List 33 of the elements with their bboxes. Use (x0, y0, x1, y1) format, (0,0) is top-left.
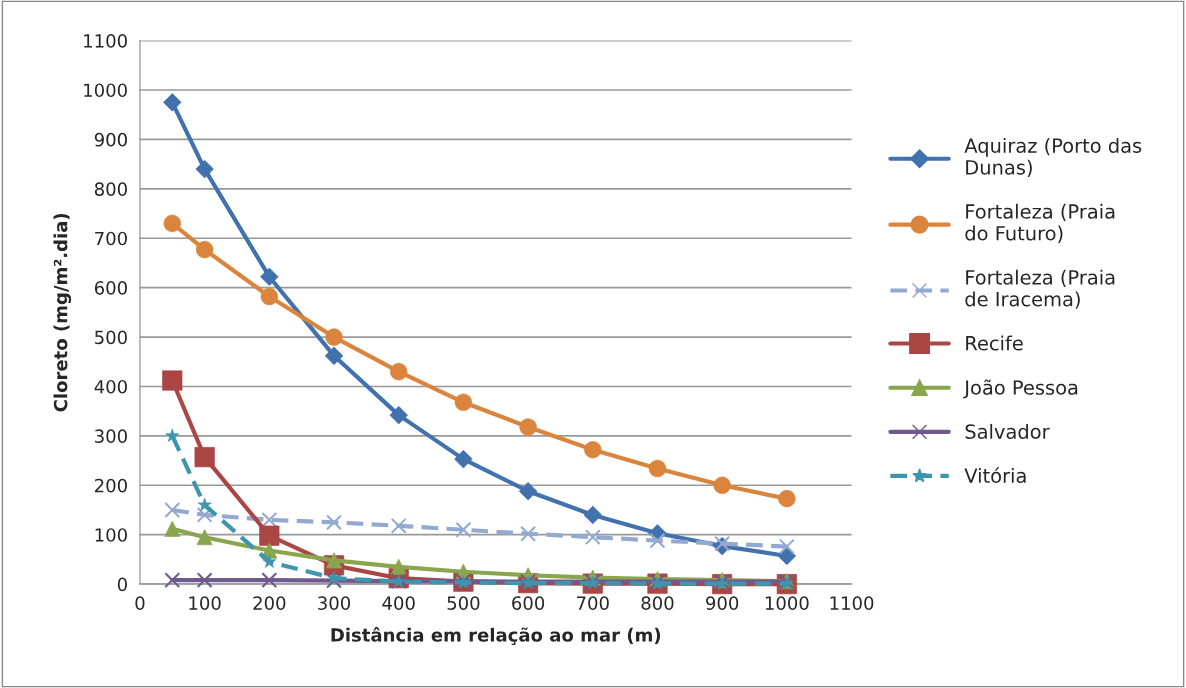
x-tick-label: 0 (135, 596, 145, 610)
legend-label: Fortaleza (Praia do Futuro) (965, 203, 1115, 243)
legend-label: João Pessoa (963, 379, 1078, 399)
x-axis-title: Distância em relação ao mar (m) (331, 627, 661, 646)
y-tick-label: 100 (95, 528, 127, 542)
x-tick-label: 200 (253, 596, 286, 610)
legend-label: Fortaleza (Praia de Iracema) (965, 269, 1115, 309)
legend-label: Vitória (964, 467, 1026, 484)
y-tick-label: 1100 (84, 34, 127, 48)
x-tick-label: 900 (706, 596, 739, 610)
legend-label: Aquiraz (Porto das Dunas) (964, 137, 1142, 178)
x-tick-label: 400 (382, 596, 415, 610)
x-tick-label: 800 (641, 596, 674, 610)
x-tick-label: 500 (447, 596, 480, 610)
y-tick-label: 500 (95, 330, 127, 345)
y-tick-label: 700 (95, 231, 127, 246)
y-tick-label: 600 (94, 281, 127, 295)
legend-label: Recife (966, 335, 1023, 351)
y-tick-label: 800 (94, 182, 127, 196)
x-tick-label: 1100 (830, 596, 874, 610)
x-tick-label: 700 (577, 596, 609, 610)
y-axis-title: Cloreto (mg/m².dia) (53, 213, 72, 412)
y-tick-label: 1000 (84, 83, 127, 98)
y-tick-label: 0 (117, 577, 127, 592)
x-tick-label: 300 (318, 596, 351, 610)
y-tick-label: 400 (94, 379, 127, 394)
y-tick-label: 200 (95, 478, 127, 493)
x-tick-label: 100 (189, 596, 221, 610)
y-tick-label: 300 (95, 429, 127, 443)
y-tick-label: 900 (94, 132, 127, 147)
x-tick-label: 1000 (765, 596, 809, 610)
x-tick-label: 600 (512, 596, 545, 610)
legend-label: Salvador (965, 423, 1050, 439)
